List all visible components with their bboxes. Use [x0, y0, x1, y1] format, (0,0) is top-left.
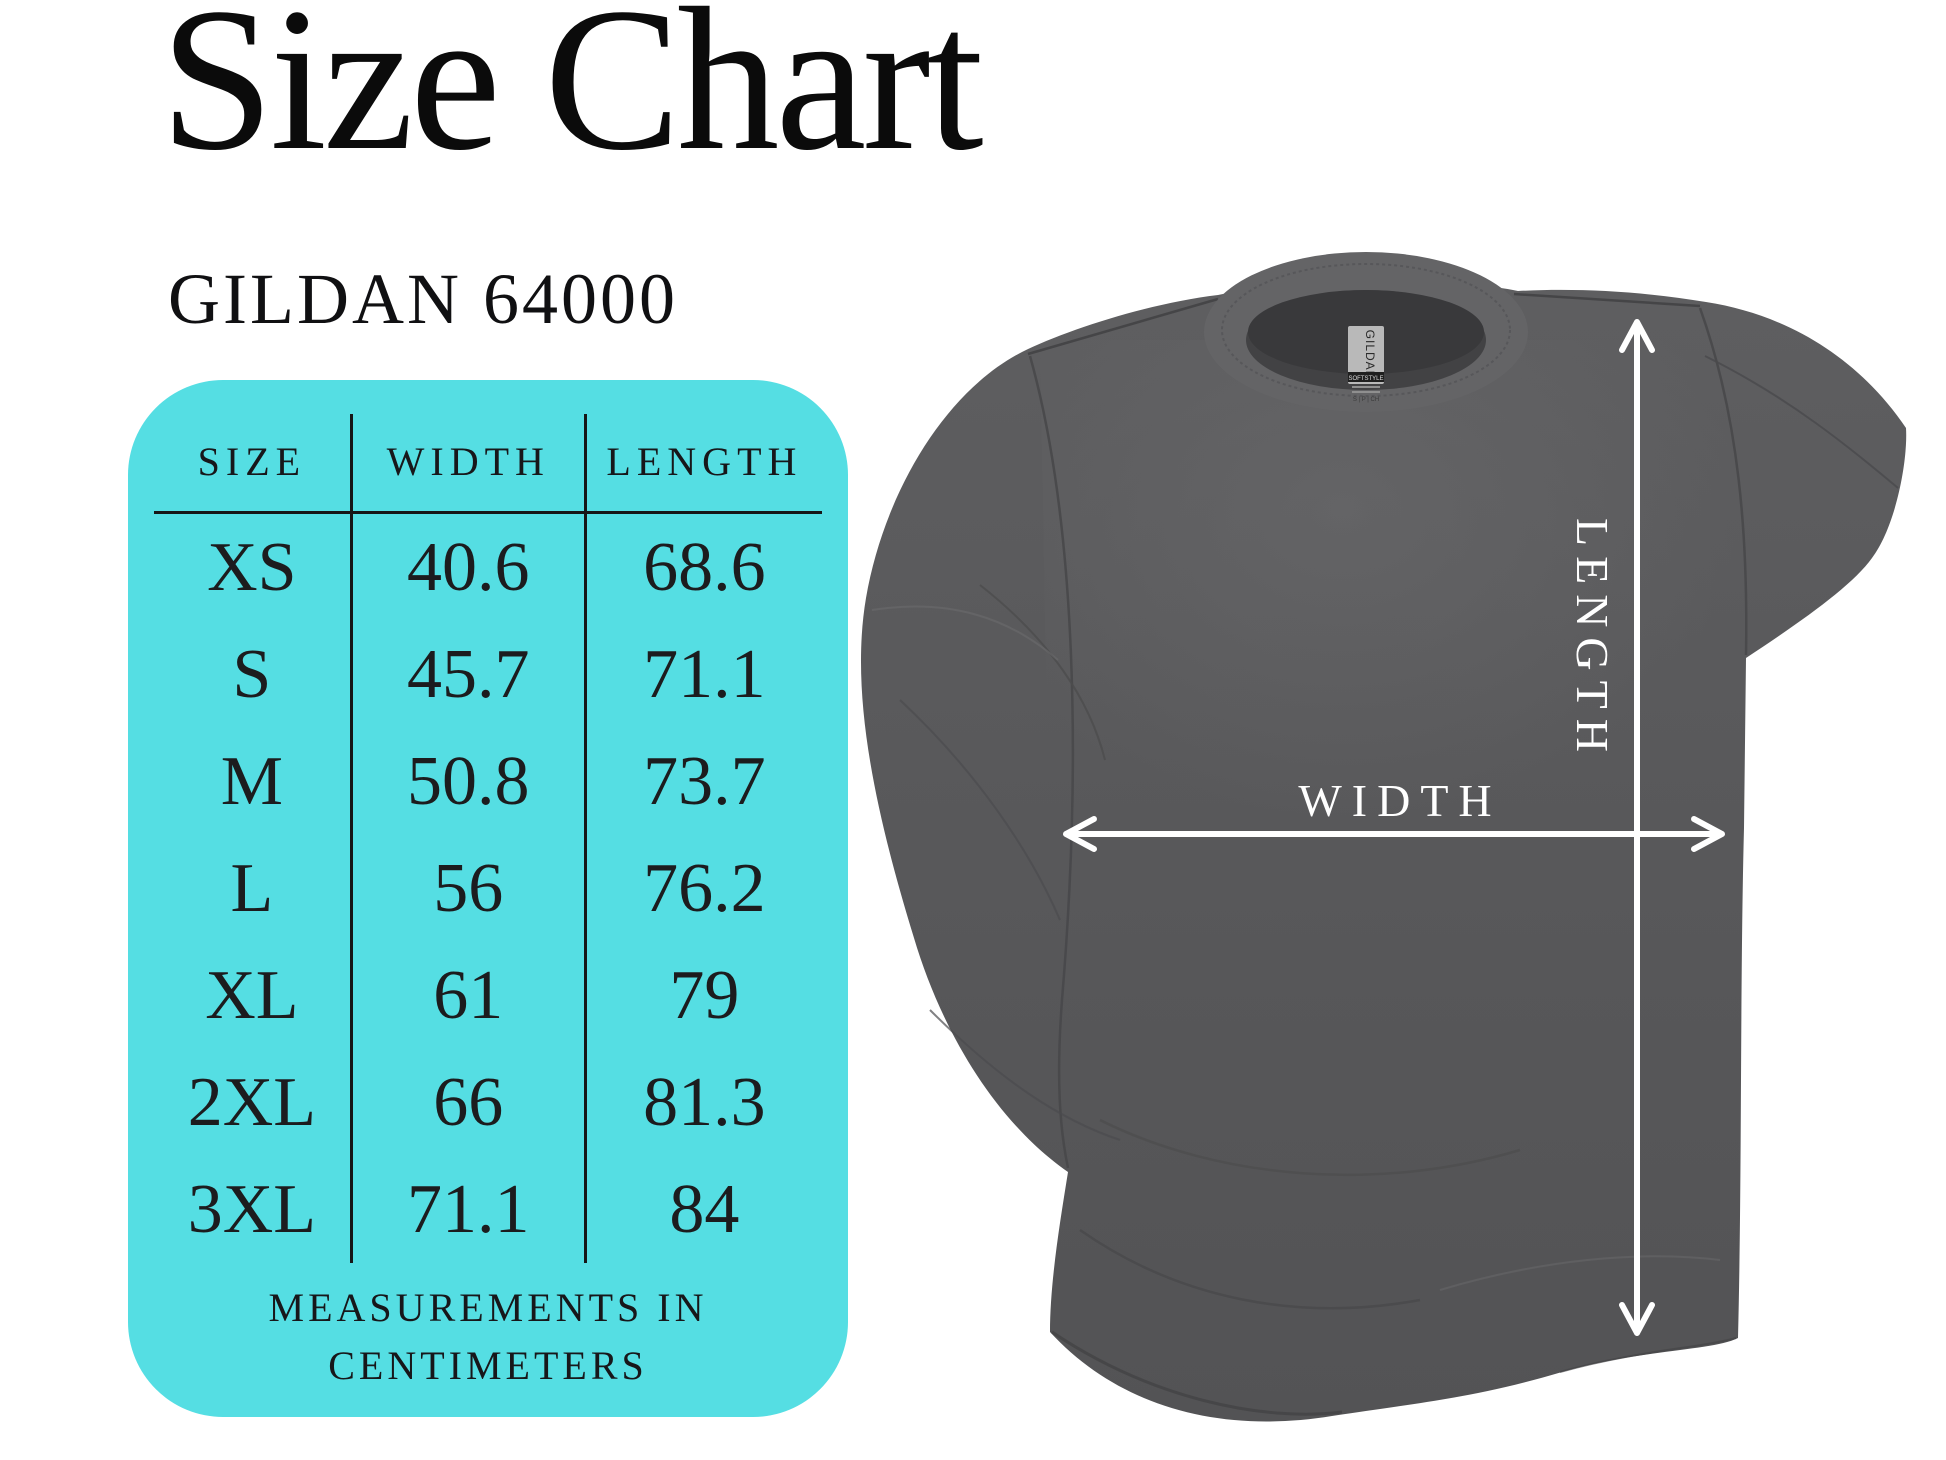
- width-cell: 71.1: [349, 1156, 587, 1263]
- size-cell: 2XL: [187, 1064, 317, 1141]
- column-header-size: SIZE: [154, 414, 350, 514]
- width-cell: 61: [349, 942, 587, 1049]
- size-cell: 3XL: [187, 1171, 317, 1248]
- tshirt-image: GILDAN SOFTSTYLE S | P | CH WIDTH LENGTH: [860, 252, 1907, 1422]
- length-cell: 73.7: [643, 743, 766, 820]
- size-table: SIZE WIDTH LENGTH XS 40.6 68.6 S 45.7 71…: [154, 414, 822, 1263]
- width-cell: 56: [349, 835, 587, 942]
- neck-label-icon: GILDAN SOFTSTYLE S | P | CH: [1348, 326, 1384, 403]
- length-arrow-icon: [1619, 319, 1655, 1336]
- size-cell: XS: [207, 529, 297, 606]
- size-cell: XL: [205, 957, 299, 1034]
- neck-label-brand: GILDAN: [1363, 330, 1377, 381]
- units-note-line2: CENTIMETERS: [328, 1343, 648, 1388]
- width-cell: 45.7: [349, 621, 587, 728]
- length-cell: 81.3: [643, 1064, 766, 1141]
- length-label: LENGTH: [1567, 518, 1618, 762]
- size-cell: S: [232, 636, 272, 713]
- column-header-width: WIDTH: [349, 414, 587, 514]
- length-cell: 76.2: [643, 850, 766, 927]
- tshirt-body: [860, 282, 1907, 1422]
- neck-label-style: SOFTSTYLE: [1348, 376, 1383, 382]
- width-arrow-icon: [1063, 816, 1725, 852]
- length-cell: 71.1: [643, 636, 766, 713]
- column-header-length: LENGTH: [586, 414, 822, 514]
- width-label: WIDTH: [1298, 775, 1501, 826]
- page-title: Size Chart: [160, 0, 984, 193]
- units-note: MEASUREMENTS IN CENTIMETERS: [128, 1279, 848, 1395]
- size-cell: L: [230, 850, 274, 927]
- length-cell: 84: [669, 1171, 740, 1248]
- units-note-line1: MEASUREMENTS IN: [268, 1285, 708, 1330]
- size-chart-panel: SIZE WIDTH LENGTH XS 40.6 68.6 S 45.7 71…: [128, 380, 848, 1417]
- size-cell: M: [220, 743, 283, 820]
- length-cell: 79: [669, 957, 740, 1034]
- width-cell: 66: [349, 1049, 587, 1156]
- width-cell: 50.8: [349, 728, 587, 835]
- product-subtitle: GILDAN 64000: [168, 259, 678, 339]
- neck-label-sizes: S | P | CH: [1353, 397, 1379, 403]
- width-cell: 40.6: [349, 514, 587, 621]
- length-cell: 68.6: [643, 529, 766, 606]
